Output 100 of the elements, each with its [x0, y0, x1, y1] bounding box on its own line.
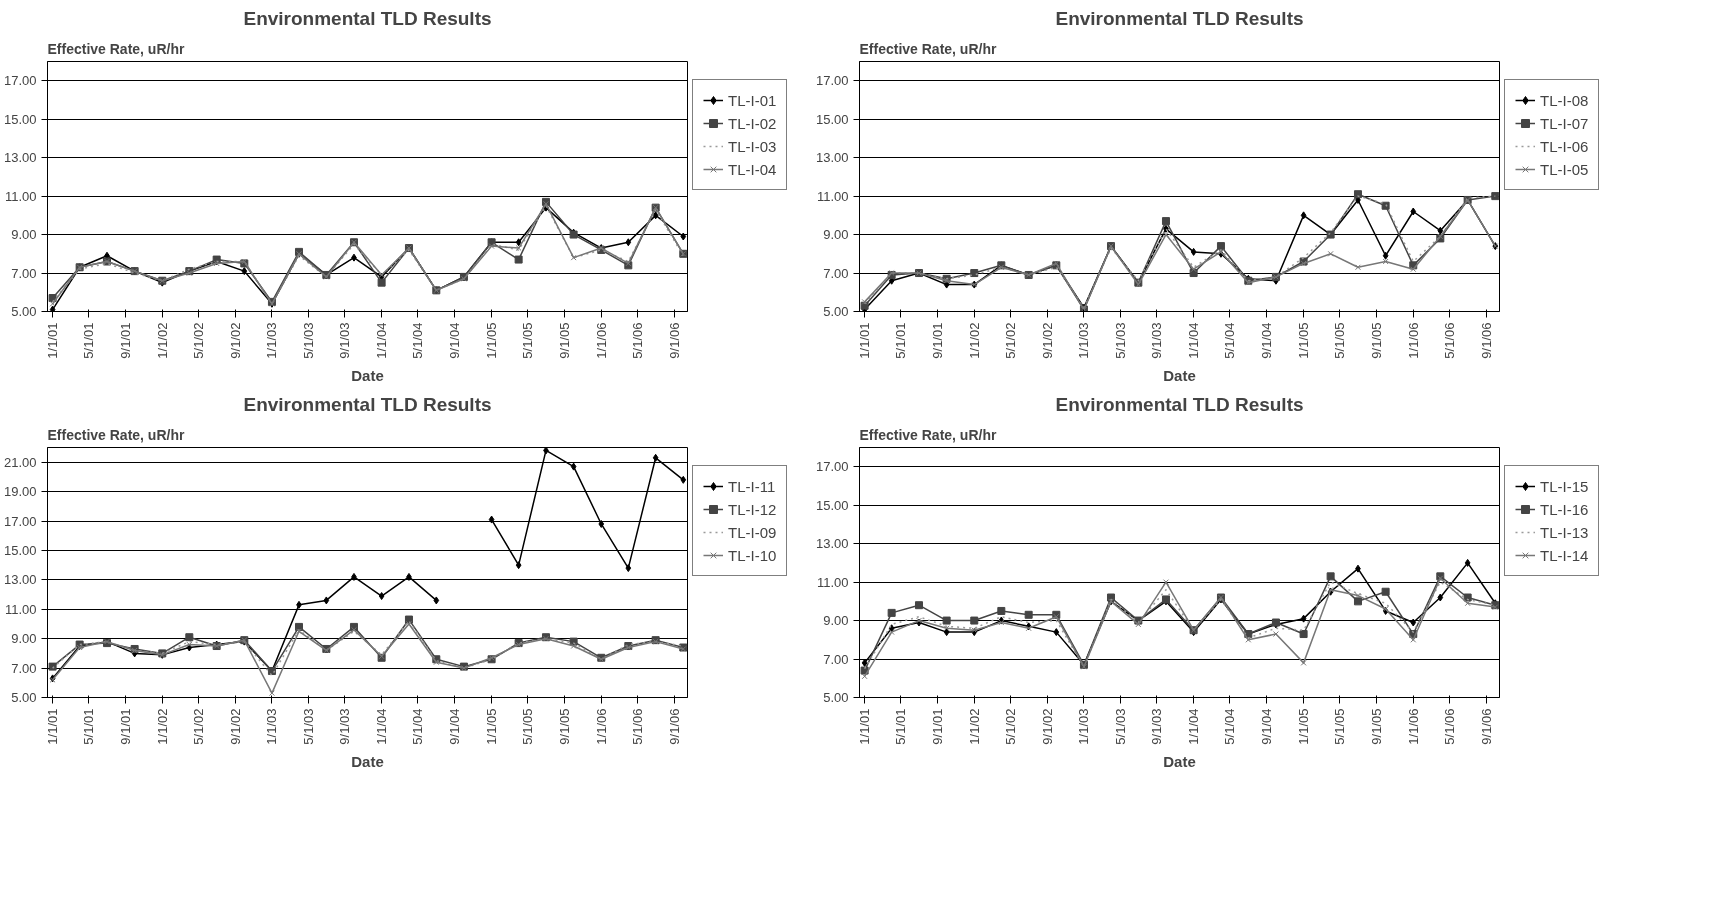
legend-label: TL-I-04 — [728, 160, 777, 178]
y-tick-label: 5.00 — [823, 304, 849, 319]
x-tick-label: 1/1/04 — [374, 322, 390, 359]
x-tick-label: 1/1/03 — [1076, 322, 1092, 359]
x-tick-label: 1/1/02 — [154, 708, 170, 745]
x-tick-label: 9/1/01 — [930, 322, 946, 359]
x-tick-label: 9/1/06 — [666, 322, 682, 359]
x-tick-label: 5/1/04 — [1222, 322, 1238, 359]
x-tick-label: 1/1/05 — [484, 708, 500, 745]
x-tick-label: 1/1/02 — [154, 322, 170, 359]
chart-title: Environmental TLD Results — [243, 393, 492, 415]
x-tick-label: 5/1/02 — [190, 322, 206, 359]
legend-label: TL-I-12 — [728, 500, 777, 518]
x-tick-label: 5/1/03 — [1112, 708, 1128, 745]
x-tick-label: 5/1/02 — [190, 708, 206, 745]
x-tick-label: 9/1/05 — [557, 708, 573, 745]
x-tick-label: 5/1/02 — [1002, 708, 1018, 745]
y-tick-label: 5.00 — [11, 304, 37, 319]
x-tick-label: 9/1/01 — [118, 322, 134, 359]
y-tick-label: 17.00 — [815, 459, 849, 475]
y-axis-title: Effective Rate, uR/hr — [859, 426, 997, 443]
y-tick-label: 15.00 — [815, 497, 849, 513]
x-tick-label: 5/1/01 — [893, 708, 909, 745]
x-tick-label: 1/1/02 — [966, 708, 982, 745]
legend-label: TL-I-07 — [1540, 114, 1589, 132]
x-tick-label: 9/1/03 — [337, 708, 353, 745]
y-tick-label: 17.00 — [3, 513, 37, 529]
y-tick-label: 13.00 — [3, 150, 37, 166]
legend-label: TL-I-02 — [728, 114, 777, 132]
x-tick-label: 9/1/03 — [337, 322, 353, 359]
legend-label: TL-I-05 — [1540, 160, 1589, 178]
x-tick-label: 1/1/05 — [484, 322, 500, 359]
y-tick-label: 9.00 — [11, 631, 37, 647]
x-tick-label: 5/1/06 — [1441, 322, 1457, 359]
x-tick-label: 1/1/05 — [1296, 708, 1312, 745]
x-tick-label: 5/1/01 — [893, 322, 909, 359]
x-tick-label: 5/1/03 — [1112, 322, 1128, 359]
x-tick-label: 9/1/01 — [118, 708, 134, 745]
y-tick-label: 9.00 — [823, 227, 849, 243]
y-axis-title: Effective Rate, uR/hr — [859, 40, 997, 57]
x-tick-label: 9/1/03 — [1149, 708, 1165, 745]
y-tick-label: 11.00 — [4, 188, 37, 204]
y-tick-label: 7.00 — [823, 265, 849, 281]
x-tick-label: 5/1/03 — [300, 708, 316, 745]
x-tick-label: 1/1/01 — [857, 708, 873, 745]
legend-label: TL-I-13 — [1540, 523, 1589, 541]
y-tick-label: 15.00 — [3, 111, 37, 127]
x-tick-label: 9/1/03 — [1149, 322, 1165, 359]
y-tick-label: 7.00 — [11, 265, 37, 281]
x-tick-label: 9/1/05 — [557, 322, 573, 359]
y-tick-label: 15.00 — [815, 111, 849, 127]
legend-label: TL-I-01 — [728, 91, 777, 109]
y-tick-label: 13.00 — [3, 572, 37, 588]
x-tick-label: 9/1/04 — [447, 708, 463, 745]
x-tick-label: 5/1/06 — [629, 322, 645, 359]
x-tick-label: 9/1/06 — [666, 708, 682, 745]
x-tick-label: 5/1/04 — [410, 708, 426, 745]
x-tick-label: 5/1/01 — [81, 708, 97, 745]
x-tick-label: 1/1/04 — [374, 708, 390, 745]
x-tick-label: 1/1/01 — [45, 708, 61, 745]
x-tick-label: 5/1/05 — [1332, 708, 1348, 745]
y-tick-label: 17.00 — [815, 73, 849, 89]
x-tick-label: 5/1/04 — [410, 322, 426, 359]
y-tick-label: 5.00 — [823, 690, 849, 705]
y-tick-label: 9.00 — [823, 613, 849, 629]
x-tick-label: 1/1/04 — [1186, 322, 1202, 359]
x-tick-label: 5/1/02 — [1002, 322, 1018, 359]
legend-label: TL-I-11 — [728, 477, 776, 495]
x-tick-label: 9/1/06 — [1478, 708, 1494, 745]
x-tick-label: 1/1/02 — [966, 322, 982, 359]
chart-title: Environmental TLD Results — [243, 7, 492, 29]
legend-label: TL-I-10 — [728, 546, 777, 564]
chart-title: Environmental TLD Results — [1055, 7, 1304, 29]
legend-label: TL-I-09 — [728, 523, 777, 541]
legend-label: TL-I-03 — [728, 137, 777, 155]
x-tick-label: 9/1/04 — [447, 322, 463, 359]
x-tick-label: 5/1/06 — [629, 708, 645, 745]
chart-title: Environmental TLD Results — [1055, 393, 1304, 415]
x-tick-label: 9/1/04 — [1259, 708, 1275, 745]
y-tick-label: 13.00 — [815, 536, 849, 552]
legend-label: TL-I-16 — [1540, 500, 1589, 518]
y-tick-label: 11.00 — [4, 601, 37, 617]
x-axis-title: Date — [351, 752, 384, 770]
x-tick-label: 1/1/06 — [1405, 322, 1421, 359]
x-tick-label: 1/1/01 — [857, 322, 873, 359]
y-tick-label: 13.00 — [815, 150, 849, 166]
y-tick-label: 15.00 — [3, 542, 37, 558]
x-tick-label: 9/1/04 — [1259, 322, 1275, 359]
y-tick-label: 11.00 — [816, 574, 849, 590]
x-tick-label: 1/1/04 — [1186, 708, 1202, 745]
y-tick-label: 7.00 — [823, 651, 849, 667]
x-tick-label: 9/1/02 — [227, 322, 243, 359]
x-tick-label: 9/1/02 — [1039, 322, 1055, 359]
x-tick-label: 5/1/04 — [1222, 708, 1238, 745]
x-tick-label: 5/1/05 — [1332, 322, 1348, 359]
legend-label: TL-I-08 — [1540, 91, 1589, 109]
x-axis-title: Date — [1163, 366, 1196, 384]
x-tick-label: 9/1/05 — [1369, 322, 1385, 359]
x-tick-label: 1/1/06 — [1405, 708, 1421, 745]
x-tick-label: 1/1/06 — [593, 708, 609, 745]
